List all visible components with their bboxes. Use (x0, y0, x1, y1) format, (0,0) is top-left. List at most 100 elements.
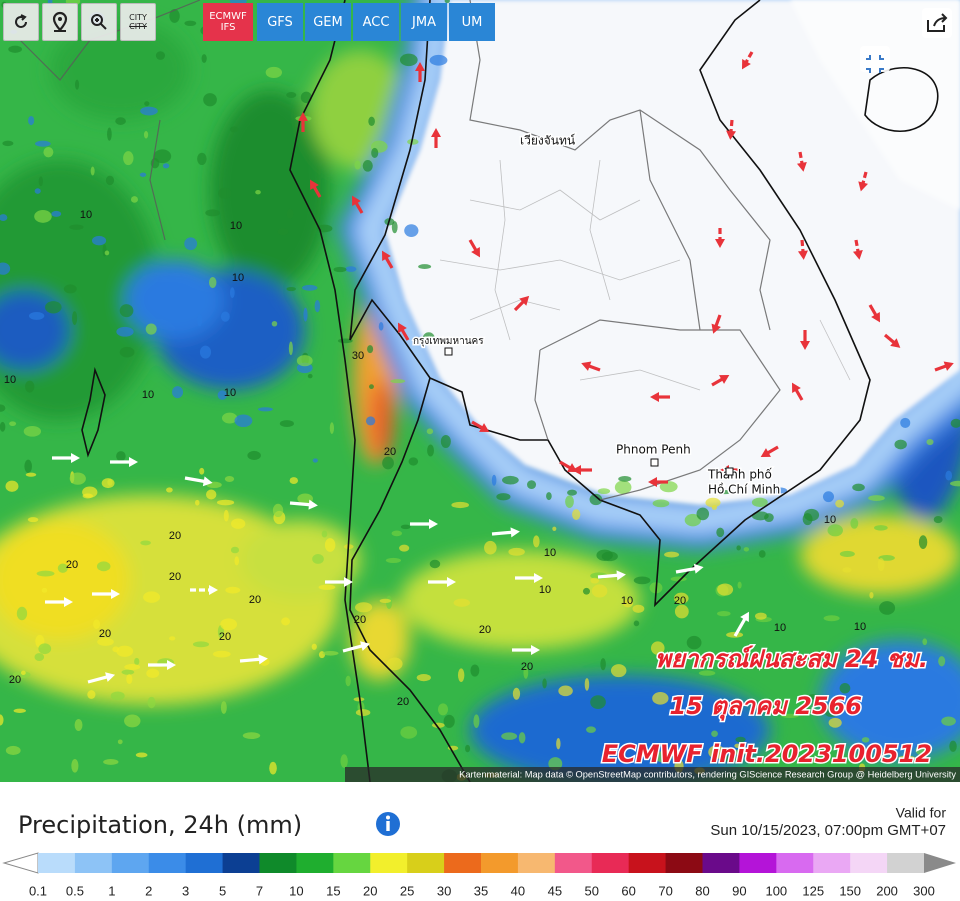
rain-cell (288, 341, 293, 356)
colorbar-tick-label: 40 (511, 883, 525, 898)
wind-arrow-head (111, 589, 120, 599)
wind-arrow-head (531, 645, 540, 655)
rain-cell (770, 708, 778, 713)
rain-cell (941, 716, 956, 726)
info-bar (386, 821, 390, 831)
rain-cell (518, 732, 526, 744)
rain-cell (225, 586, 241, 594)
rain-cell (443, 714, 455, 728)
model-button[interactable]: ACC (353, 3, 399, 41)
share-bg (922, 8, 952, 38)
rain-cell (736, 545, 741, 551)
rain-cell (296, 355, 313, 367)
colorbar-tick-label: 100 (765, 883, 787, 898)
rain-cell (5, 480, 19, 492)
rain-cell (496, 493, 511, 501)
model-button[interactable]: ECMWF IFS (203, 3, 253, 41)
wind-arrow-head (797, 250, 808, 260)
rain-cell (34, 209, 52, 223)
overlay-text: พยากรณ์ฝนสะสม 24 ชม. 15 ตุลาคม 2566 ECMW… (600, 644, 933, 770)
colorbar-tick-label: 70 (658, 883, 672, 898)
rain-cell (231, 518, 246, 529)
rain-cell (322, 650, 339, 656)
contour-label: 20 (521, 661, 533, 673)
contour-label: 20 (169, 530, 181, 542)
city-label: CITY (129, 22, 147, 31)
locate-button[interactable] (42, 3, 78, 41)
rain-cell (192, 641, 210, 648)
rain-cell (399, 544, 410, 552)
rain-cell (717, 611, 731, 617)
rain-cell (737, 581, 742, 589)
colorbar-tick-label: 1 (108, 883, 115, 898)
wind-arrow-head (943, 361, 954, 371)
rain-cell (0, 421, 6, 432)
rain-cell (567, 489, 577, 496)
rain-cell (650, 641, 665, 655)
contour-label: 20 (66, 559, 78, 571)
zoom-button[interactable] (81, 3, 117, 41)
rain-cell (115, 117, 126, 125)
reload-icon (15, 14, 27, 28)
colorbar-segment (222, 853, 260, 873)
wind-arrow-head (572, 465, 581, 475)
model-button[interactable]: JMA (401, 3, 447, 41)
contour-label: 20 (9, 674, 21, 686)
valid-time: Sun 10/15/2023, 07:00pm GMT+07 (710, 822, 946, 839)
wind-arrow-head (71, 453, 80, 463)
rain-cell (556, 738, 561, 750)
rain-cell (950, 418, 960, 428)
rain-cell (416, 674, 431, 682)
rain-cell (548, 757, 563, 771)
colorbar-tick-label: 45 (548, 883, 562, 898)
rain-cell (408, 457, 419, 466)
wind-arrow-head (693, 563, 704, 574)
rain-cell (147, 696, 156, 709)
rain-cell (527, 480, 537, 490)
rain-cell (97, 637, 114, 646)
colorbar-tick-label: 0.1 (29, 883, 47, 898)
rain-cell (203, 93, 217, 107)
model-button[interactable]: UM (449, 3, 495, 41)
rain-cell (915, 745, 930, 756)
rain-cell (512, 687, 521, 700)
rain-cell (112, 646, 120, 653)
wind-arrow-head (129, 457, 138, 467)
rain-cell (382, 456, 394, 470)
rain-cell (686, 635, 702, 650)
colorbar-segment (554, 853, 593, 873)
city-button[interactable]: CITY CITY (120, 3, 156, 41)
attribution-bg (345, 767, 960, 782)
rain-cell (473, 714, 480, 729)
colorbar-segment (370, 853, 408, 873)
contour-label: 10 (544, 547, 556, 559)
wind-arrow-head (792, 382, 801, 393)
rain-cell (426, 428, 434, 435)
fullscreen-button[interactable] (860, 46, 890, 72)
rain-cell (247, 450, 261, 460)
reload-button[interactable] (3, 3, 39, 41)
rain-cell (25, 380, 35, 393)
rain-cell (614, 480, 632, 495)
rain-cell (69, 224, 84, 230)
rain-cell (57, 563, 68, 573)
contour-label: 10 (142, 389, 154, 401)
contour-label: 20 (479, 624, 491, 636)
rain-cell (277, 228, 289, 236)
info-button[interactable] (376, 812, 400, 836)
rain-cell (922, 638, 928, 646)
rain-cell (368, 116, 375, 126)
rain-cell (162, 163, 170, 169)
model-button[interactable]: GEM (305, 3, 351, 41)
overlay-line: 15 ตุลาคม 2566 (669, 692, 862, 721)
colorbar-tick-label: 0.5 (66, 883, 84, 898)
rain-cell (379, 598, 392, 603)
rain-cell (38, 643, 52, 655)
rain-cell (723, 755, 738, 763)
rain-cell (27, 517, 39, 523)
rain-cell (933, 515, 943, 524)
rain-cell (391, 221, 398, 234)
wind-arrow-head (298, 112, 308, 121)
model-button[interactable]: GFS (257, 3, 303, 41)
share-button[interactable] (922, 8, 952, 38)
